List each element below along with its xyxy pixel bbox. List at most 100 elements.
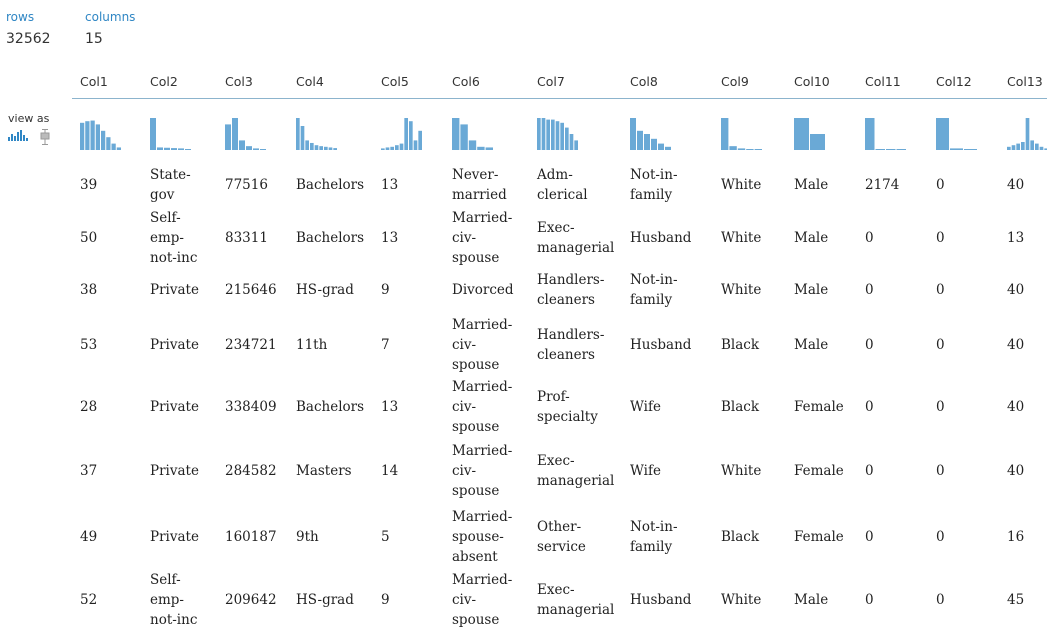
hist-bar [164,147,170,150]
column-header-9[interactable]: Col9 [721,74,749,89]
table-cell: Handlers- cleaners [537,272,605,308]
table-cell: Private [150,529,199,545]
column-histogram-8[interactable] [630,118,672,150]
table-cell: 0 [936,529,945,545]
table-cell: 16 [1007,529,1025,545]
column-header-13[interactable]: Col13 [1007,74,1043,89]
hist-bar [1035,143,1039,150]
table-cell: 9 [381,282,390,298]
column-histogram-6[interactable] [452,118,494,150]
hist-bar [253,148,259,150]
column-histogram-9[interactable] [721,118,763,150]
table-cell: 77516 [225,177,268,193]
rows-label: rows [6,10,35,24]
table-cell: 0 [936,177,945,193]
table-cell: 45 [1007,592,1025,608]
column-header-2[interactable]: Col2 [150,74,178,89]
column-header-4[interactable]: Col4 [296,74,324,89]
column-histogram-5[interactable] [381,118,423,150]
table-cell: 0 [865,282,874,298]
table-header: Col1 Col2 Col3 Col4 Col5 Col6 Col7 Col8 Col9 Col1… [72,67,1047,99]
column-header-5[interactable]: Col5 [381,74,409,89]
hist-bar [171,148,177,150]
table-cell: 0 [865,592,874,608]
hist-bar [737,148,746,150]
table-cell: Adm- clerical [537,167,588,203]
table-cell: HS-grad [296,592,354,608]
view-as-label: view as [8,112,50,125]
table-cell: 83311 [225,230,268,246]
hist-bar [485,147,493,150]
table-cell: Bachelors [296,230,365,246]
column-histogram-2[interactable] [150,118,192,150]
hist-bar [565,127,569,150]
hist-bar [560,122,564,150]
column-histogram-12[interactable] [936,118,978,150]
column-header-10[interactable]: Col10 [794,74,830,89]
column-header-6[interactable]: Col6 [452,74,480,89]
column-histogram-4[interactable] [296,118,338,150]
column-header-7[interactable]: Col7 [537,74,565,89]
table-row: 50 Self- emp- not-inc 83311 Bachelors 13 Marr… [72,210,1047,266]
table-cell: Married- civ- spouse [452,317,513,373]
view-as-toggle: view as [8,112,58,145]
column-histogram-3[interactable] [225,118,267,150]
column-histogram-7[interactable] [537,118,579,150]
column-histogram-11[interactable] [865,118,907,150]
hist-bar [810,134,825,150]
table-cell: Wife [630,399,661,415]
table-cell: 38 [80,282,98,298]
column-header-3[interactable]: Col3 [225,74,253,89]
table-cell: Exec- managerial [537,582,615,618]
hist-bar [665,146,671,150]
table-cell: Exec- managerial [537,220,615,256]
hist-bar [1021,142,1025,150]
histogram-icon[interactable] [8,129,29,141]
column-header-8[interactable]: Col8 [630,74,658,89]
table-cell: Bachelors [296,399,365,415]
hist-bar [239,140,245,150]
hist-bar [409,121,413,150]
table-cell: Private [150,282,199,298]
hist-bar [90,120,95,150]
hist-bar [936,118,949,150]
table-cell: Husband [630,337,692,353]
hist-bar [385,147,390,150]
hist-bar [260,149,266,150]
hist-bar [896,149,906,150]
column-histogram-10[interactable] [794,118,836,150]
table-cell: Female [794,463,844,479]
table-cell: 28 [80,399,98,415]
table-cell: Never- married [452,167,507,203]
columns-value: 15 [85,31,103,47]
table-cell: Married- civ- spouse [452,443,513,499]
column-header-12[interactable]: Col12 [936,74,972,89]
table-cell: Married- civ- spouse [452,210,513,266]
hist-bar [644,134,650,150]
table-cell: 50 [80,230,98,246]
hist-bar [452,118,460,150]
hist-bar [413,140,418,150]
table-cell: Male [794,282,829,298]
table-cell: 40 [1007,337,1025,353]
column-histogram-13[interactable] [1007,118,1047,150]
table-cell: Masters [296,463,352,479]
column-header-1[interactable]: Col1 [80,74,108,89]
table-cell: 0 [936,463,945,479]
table-cell: 13 [1007,230,1025,246]
table-cell: 0 [936,282,945,298]
hist-bar [746,149,754,150]
table-cell: 40 [1007,282,1025,298]
table-cell: 49 [80,529,98,545]
hist-bar [950,148,963,150]
table-row: 38 Private 215646 HS-grad 9 Divorced Handlers-… [72,266,1047,314]
table-cell: 52 [80,592,98,608]
table-cell: Black [721,337,760,353]
table-cell: 40 [1007,463,1025,479]
table-cell: White [721,177,762,193]
hist-bar [1039,146,1044,150]
boxplot-icon[interactable] [40,129,50,145]
column-header-11[interactable]: Col11 [865,74,901,89]
column-histogram-1[interactable] [80,118,122,150]
table-row: 53 Private 234721 11th 7 Married- civ- spouse… [72,316,1047,374]
